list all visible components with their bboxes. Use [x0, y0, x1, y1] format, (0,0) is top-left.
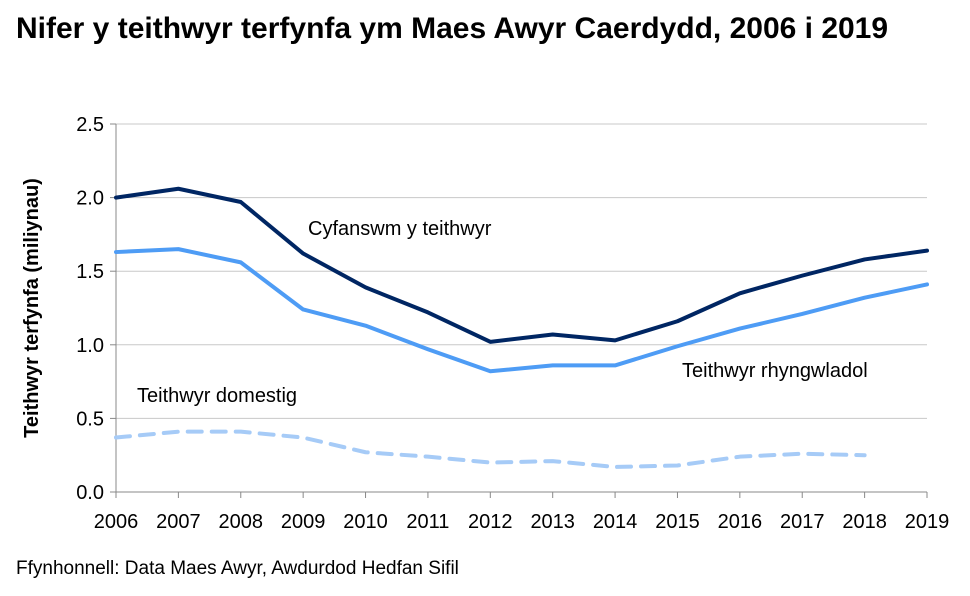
x-tick-label: 2009 [281, 511, 326, 533]
series-line-1 [114, 186, 929, 344]
x-tick-label: 2014 [593, 511, 638, 533]
x-tick-label: 2013 [530, 511, 575, 533]
series-line-2 [114, 247, 929, 374]
y-tick-label: 0.0 [76, 482, 104, 504]
x-tick-label: 2010 [343, 511, 388, 533]
y-axis-label: Teithwyr terfynfa (miliynau) [21, 178, 43, 438]
series-label: Teithwyr rhyngwladol [682, 360, 868, 382]
chart-title: Nifer y teithwyr terfynfa ym Maes Awyr C… [16, 12, 889, 45]
x-tick-label: 2007 [156, 511, 201, 533]
series-label: Teithwyr domestig [137, 385, 297, 407]
y-tick-label: 2.0 [76, 188, 104, 210]
x-tick-label: 2018 [842, 511, 887, 533]
x-tick-label: 2012 [468, 511, 513, 533]
x-tick-label: 2011 [406, 511, 449, 533]
y-tick-label: 1.0 [76, 335, 104, 357]
x-tick-label: 2008 [219, 511, 264, 533]
x-tick-label: 2006 [94, 511, 139, 533]
source-note: Ffynhonnell: Data Maes Awyr, Awdurdod He… [16, 558, 459, 579]
x-tick-label: 2017 [780, 511, 825, 533]
y-tick-label: 0.5 [76, 408, 104, 430]
x-tick-label: 2019 [905, 511, 950, 533]
series-line-3 [114, 429, 867, 469]
x-tick-label: 2016 [718, 511, 763, 533]
series-label: Cyfanswm y teithwyr [308, 218, 492, 240]
y-tick-label: 1.5 [76, 261, 104, 283]
y-tick-label: 2.5 [76, 114, 104, 136]
x-tick-label: 2015 [655, 511, 700, 533]
